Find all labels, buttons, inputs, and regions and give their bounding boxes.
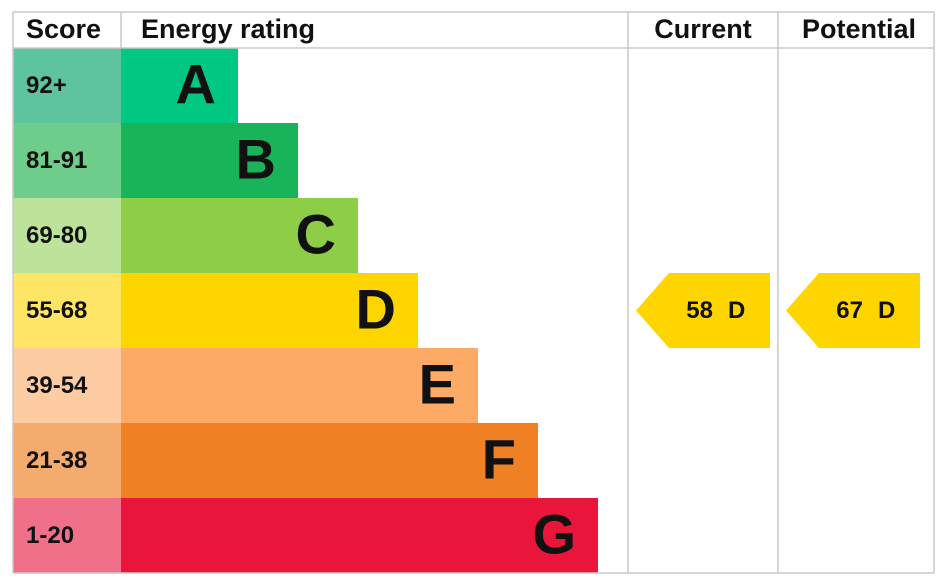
rating-letter: F xyxy=(482,427,516,490)
rating-bar xyxy=(121,198,358,273)
score-range: 92+ xyxy=(26,72,67,99)
header-potential: Potential xyxy=(802,14,916,44)
rating-bar xyxy=(121,123,298,198)
current-rating: D xyxy=(728,297,745,324)
score-range: 55-68 xyxy=(26,297,87,324)
score-range: 21-38 xyxy=(26,447,87,474)
rating-bar xyxy=(121,498,598,573)
score-cell xyxy=(13,423,121,498)
rating-letter: A xyxy=(176,52,216,115)
potential-score: 67 xyxy=(836,297,863,324)
score-cell xyxy=(13,498,121,573)
potential-rating: D xyxy=(878,297,895,324)
current-arrow xyxy=(636,273,770,348)
score-range: 39-54 xyxy=(26,372,88,399)
score-cell xyxy=(13,48,121,123)
score-cell xyxy=(13,273,121,348)
rating-letter: B xyxy=(236,127,276,190)
rating-bar xyxy=(121,423,538,498)
rating-bar xyxy=(121,273,418,348)
rating-bar xyxy=(121,48,238,123)
current-score: 58 xyxy=(686,297,713,324)
rating-letter: D xyxy=(356,277,396,340)
header-current: Current xyxy=(654,14,752,44)
score-range: 1-20 xyxy=(26,522,74,549)
score-range: 69-80 xyxy=(26,222,87,249)
score-range: 81-91 xyxy=(26,147,87,174)
header-energy-rating: Energy rating xyxy=(141,14,315,44)
potential-arrow xyxy=(786,273,920,348)
rating-bar xyxy=(121,348,478,423)
header-score: Score xyxy=(26,14,101,44)
score-cell xyxy=(13,198,121,273)
rating-letter: C xyxy=(296,202,336,265)
score-cell xyxy=(13,348,121,423)
score-cell xyxy=(13,123,121,198)
rating-letter: G xyxy=(532,502,576,565)
rating-letter: E xyxy=(419,352,456,415)
